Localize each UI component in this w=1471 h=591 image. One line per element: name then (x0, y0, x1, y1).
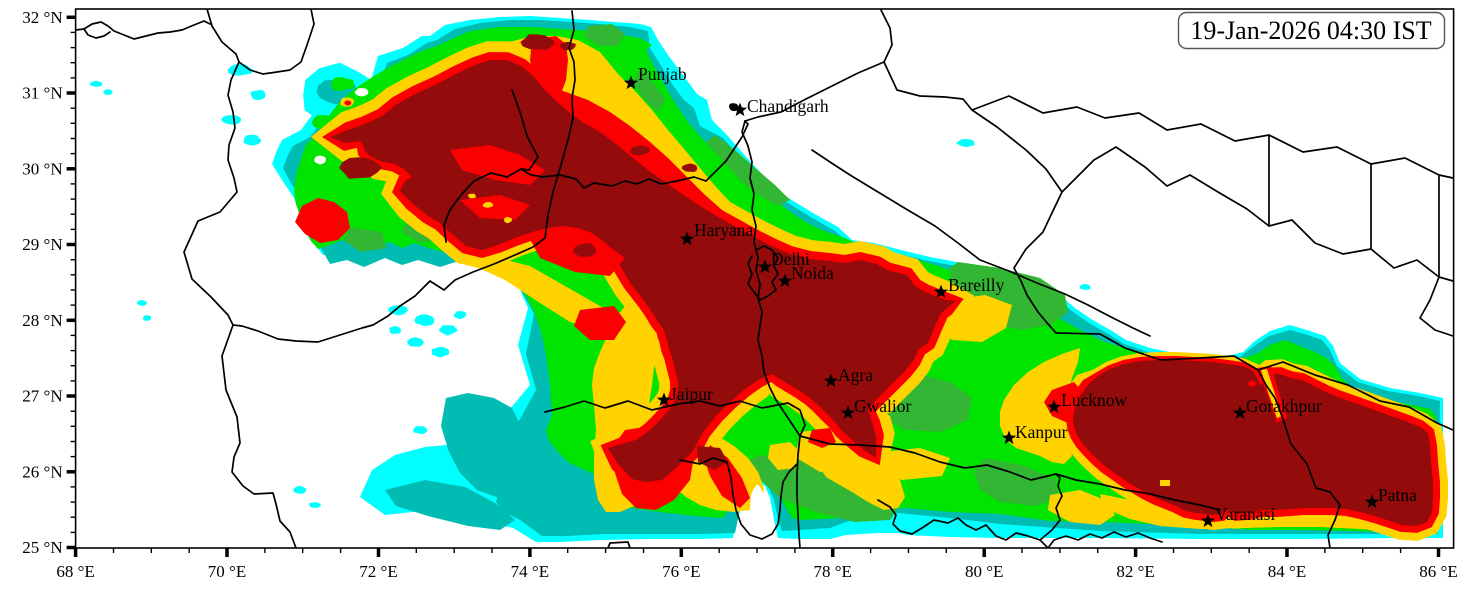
svg-text:72 °E: 72 °E (359, 562, 397, 581)
svg-text:27 °N: 27 °N (22, 387, 62, 406)
svg-text:19-Jan-2026 04:30 IST: 19-Jan-2026 04:30 IST (1190, 16, 1431, 45)
svg-text:Noida: Noida (791, 263, 834, 283)
svg-text:32 °N: 32 °N (22, 8, 62, 27)
svg-text:Gorakhpur: Gorakhpur (1246, 396, 1322, 416)
svg-text:70 °E: 70 °E (208, 562, 246, 581)
svg-text:80 °E: 80 °E (965, 562, 1003, 581)
svg-text:Delhi: Delhi (771, 249, 810, 269)
svg-text:25 °N: 25 °N (22, 538, 62, 557)
svg-text:74 °E: 74 °E (511, 562, 549, 581)
svg-text:86 °E: 86 °E (1419, 562, 1457, 581)
svg-text:Gwalior: Gwalior (854, 396, 912, 416)
svg-text:Bareilly: Bareilly (948, 275, 1005, 295)
svg-text:30 °N: 30 °N (22, 159, 62, 178)
svg-text:Haryana: Haryana (694, 220, 754, 240)
svg-text:Lucknow: Lucknow (1061, 390, 1127, 410)
svg-text:26 °N: 26 °N (22, 462, 62, 481)
svg-text:84 °E: 84 °E (1268, 562, 1306, 581)
svg-text:Patna: Patna (1378, 485, 1417, 505)
svg-text:76 °E: 76 °E (662, 562, 700, 581)
svg-text:Punjab: Punjab (638, 64, 687, 84)
svg-text:29 °N: 29 °N (22, 235, 62, 254)
svg-text:Varanasi: Varanasi (1215, 504, 1275, 524)
svg-text:Kanpur: Kanpur (1015, 422, 1068, 442)
svg-text:78 °E: 78 °E (813, 562, 851, 581)
svg-text:Agra: Agra (838, 365, 873, 385)
svg-text:82 °E: 82 °E (1116, 562, 1154, 581)
svg-text:28 °N: 28 °N (22, 311, 62, 330)
svg-text:68 °E: 68 °E (56, 562, 94, 581)
svg-text:Jaipur: Jaipur (670, 384, 713, 404)
svg-text:Chandigarh: Chandigarh (747, 96, 829, 116)
svg-text:31 °N: 31 °N (22, 84, 62, 103)
